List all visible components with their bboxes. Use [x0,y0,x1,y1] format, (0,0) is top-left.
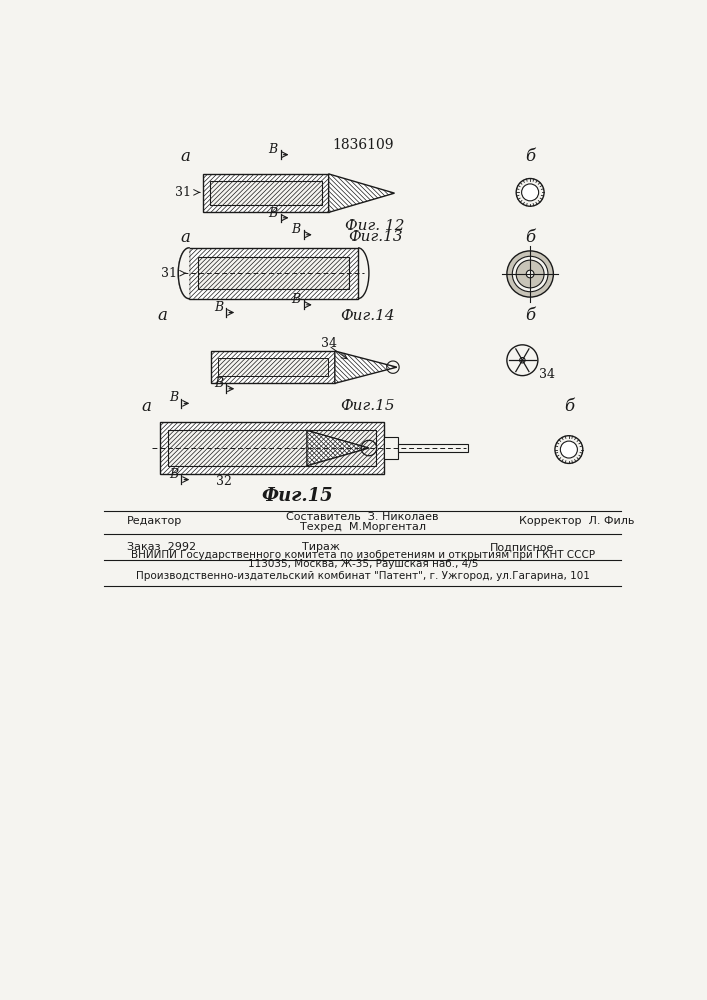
Text: В: В [269,207,277,220]
Text: Тираж: Тираж [302,542,340,552]
Text: 34: 34 [539,368,556,381]
Circle shape [516,179,544,206]
Bar [218,358,328,376]
Text: а: а [157,307,167,324]
Circle shape [555,436,583,463]
Text: 31: 31 [175,186,192,199]
Polygon shape [329,174,395,212]
Text: 32: 32 [216,475,232,488]
Text: 113035, Москва, Ж-35, Раушская наб., 4/5: 113035, Москва, Ж-35, Раушская наб., 4/5 [247,559,478,569]
Text: а: а [141,398,151,415]
Text: а: а [180,148,190,165]
Circle shape [516,260,544,288]
Text: Фиг.14: Фиг.14 [340,309,395,323]
Text: б: б [563,398,574,415]
Text: В: В [291,293,300,306]
Circle shape [526,270,534,278]
Text: Составитель  З. Николаев: Составитель З. Николаев [286,512,439,522]
Text: В: В [214,301,223,314]
Circle shape [520,358,525,363]
Text: 31: 31 [161,267,177,280]
Text: ВНИИПИ Государственного комитета по изобретениям и открытиям при ГКНТ СССР: ВНИИПИ Государственного комитета по изоб… [131,550,595,560]
Text: 1836109: 1836109 [332,138,394,152]
Circle shape [561,441,578,458]
Bar [211,351,335,383]
Polygon shape [307,430,369,466]
Text: В: В [214,377,223,390]
Text: Фиг.15: Фиг.15 [262,487,334,505]
Text: б: б [525,148,535,165]
Polygon shape [178,248,189,299]
Text: Производственно-издательский комбинат "Патент", г. Ужгород, ул.Гагарина, 101: Производственно-издательский комбинат "П… [136,571,590,581]
Bar [210,181,322,205]
Circle shape [513,256,548,292]
Text: б: б [525,229,535,246]
Text: б: б [525,307,535,324]
Bar [199,257,349,289]
Text: Подписное: Подписное [490,542,554,552]
Text: Фиг.15: Фиг.15 [340,399,395,413]
Bar [168,430,376,466]
Bar [398,444,468,452]
Text: Техред  М.Моргентал: Техред М.Моргентал [300,522,426,532]
Text: 34: 34 [321,337,337,350]
Text: Заказ  2992: Заказ 2992 [127,542,197,552]
Polygon shape [335,351,397,383]
Text: Фиг.13: Фиг.13 [348,230,402,244]
Text: а: а [180,229,190,246]
Bar [160,422,385,474]
Circle shape [507,345,538,376]
Bar [385,437,398,459]
Text: Фиг. 12: Фиг. 12 [346,219,405,233]
Circle shape [507,251,554,297]
Circle shape [522,184,539,201]
Text: Корректор  Л. Филь: Корректор Л. Филь [519,516,634,526]
Text: В: В [269,143,277,156]
Text: В: В [169,391,178,404]
Text: Редактор: Редактор [127,516,182,526]
Bar [189,248,358,299]
Text: В: В [291,223,300,236]
Text: В: В [169,468,178,481]
Bar [203,174,329,212]
